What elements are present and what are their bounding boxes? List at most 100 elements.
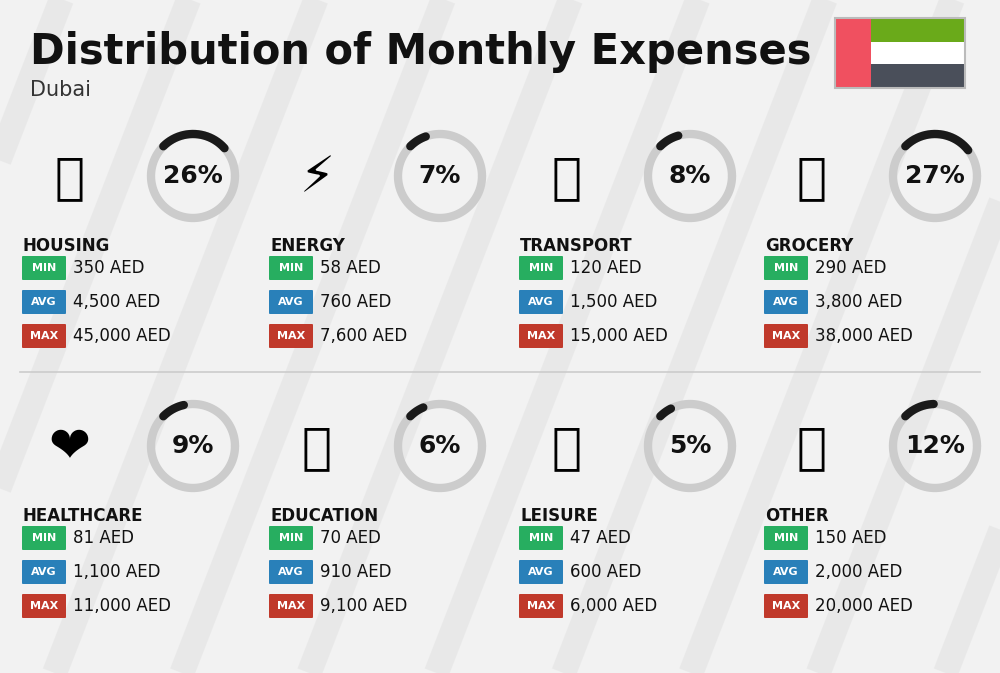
Text: 47 AED: 47 AED: [570, 529, 631, 547]
Text: LEISURE: LEISURE: [520, 507, 598, 525]
Text: 290 AED: 290 AED: [815, 259, 887, 277]
FancyBboxPatch shape: [22, 290, 66, 314]
FancyBboxPatch shape: [269, 526, 313, 550]
FancyBboxPatch shape: [22, 256, 66, 280]
Text: 9,100 AED: 9,100 AED: [320, 597, 407, 615]
Text: 70 AED: 70 AED: [320, 529, 381, 547]
Text: 150 AED: 150 AED: [815, 529, 887, 547]
Text: 1,100 AED: 1,100 AED: [73, 563, 160, 581]
Text: ❤️: ❤️: [49, 424, 91, 472]
Text: 20,000 AED: 20,000 AED: [815, 597, 913, 615]
Text: MIN: MIN: [279, 263, 303, 273]
Text: AVG: AVG: [31, 567, 57, 577]
FancyBboxPatch shape: [22, 526, 66, 550]
Text: 3,800 AED: 3,800 AED: [815, 293, 902, 311]
Text: 9%: 9%: [172, 434, 214, 458]
FancyBboxPatch shape: [269, 560, 313, 584]
FancyBboxPatch shape: [269, 256, 313, 280]
Text: MAX: MAX: [277, 331, 305, 341]
Text: 58 AED: 58 AED: [320, 259, 381, 277]
FancyBboxPatch shape: [269, 594, 313, 618]
Text: 15,000 AED: 15,000 AED: [570, 327, 668, 345]
Text: 6,000 AED: 6,000 AED: [570, 597, 657, 615]
FancyBboxPatch shape: [764, 594, 808, 618]
Text: MAX: MAX: [277, 601, 305, 611]
Text: ENERGY: ENERGY: [270, 237, 345, 255]
Text: Distribution of Monthly Expenses: Distribution of Monthly Expenses: [30, 31, 812, 73]
FancyBboxPatch shape: [22, 594, 66, 618]
Text: HEALTHCARE: HEALTHCARE: [23, 507, 144, 525]
FancyBboxPatch shape: [871, 18, 965, 42]
Text: 350 AED: 350 AED: [73, 259, 144, 277]
FancyBboxPatch shape: [519, 324, 563, 348]
Text: AVG: AVG: [773, 297, 799, 307]
FancyBboxPatch shape: [269, 290, 313, 314]
FancyBboxPatch shape: [835, 18, 871, 88]
Text: 27%: 27%: [905, 164, 965, 188]
Text: MIN: MIN: [774, 533, 798, 543]
Text: MIN: MIN: [279, 533, 303, 543]
Text: AVG: AVG: [528, 297, 554, 307]
Text: 🚌: 🚌: [552, 154, 582, 202]
FancyBboxPatch shape: [764, 256, 808, 280]
Text: MIN: MIN: [32, 533, 56, 543]
Text: 🎓: 🎓: [302, 424, 332, 472]
Text: 2,000 AED: 2,000 AED: [815, 563, 902, 581]
Text: 26%: 26%: [163, 164, 223, 188]
Text: MIN: MIN: [774, 263, 798, 273]
Text: 8%: 8%: [669, 164, 711, 188]
Text: ⚡: ⚡: [299, 154, 335, 202]
FancyBboxPatch shape: [22, 560, 66, 584]
FancyBboxPatch shape: [519, 594, 563, 618]
Text: 🛒: 🛒: [797, 154, 827, 202]
Text: 38,000 AED: 38,000 AED: [815, 327, 913, 345]
Text: 4,500 AED: 4,500 AED: [73, 293, 160, 311]
Text: 81 AED: 81 AED: [73, 529, 134, 547]
Text: MIN: MIN: [32, 263, 56, 273]
Text: MIN: MIN: [529, 263, 553, 273]
FancyBboxPatch shape: [764, 290, 808, 314]
Text: 5%: 5%: [669, 434, 711, 458]
Text: 7%: 7%: [419, 164, 461, 188]
Text: MAX: MAX: [30, 331, 58, 341]
Text: 910 AED: 910 AED: [320, 563, 392, 581]
FancyBboxPatch shape: [764, 560, 808, 584]
Text: 760 AED: 760 AED: [320, 293, 391, 311]
FancyBboxPatch shape: [519, 290, 563, 314]
Text: AVG: AVG: [528, 567, 554, 577]
Text: 12%: 12%: [905, 434, 965, 458]
Text: 11,000 AED: 11,000 AED: [73, 597, 171, 615]
Text: 45,000 AED: 45,000 AED: [73, 327, 171, 345]
FancyBboxPatch shape: [269, 324, 313, 348]
Text: Dubai: Dubai: [30, 80, 91, 100]
Text: TRANSPORT: TRANSPORT: [520, 237, 633, 255]
Text: AVG: AVG: [31, 297, 57, 307]
Text: GROCERY: GROCERY: [765, 237, 853, 255]
Text: 👜: 👜: [797, 424, 827, 472]
Text: AVG: AVG: [278, 297, 304, 307]
Text: MAX: MAX: [527, 601, 555, 611]
Text: EDUCATION: EDUCATION: [270, 507, 378, 525]
Text: MAX: MAX: [30, 601, 58, 611]
FancyBboxPatch shape: [871, 42, 965, 64]
FancyBboxPatch shape: [519, 256, 563, 280]
FancyBboxPatch shape: [519, 526, 563, 550]
Text: 🛍: 🛍: [552, 424, 582, 472]
FancyBboxPatch shape: [871, 64, 965, 88]
Text: 1,500 AED: 1,500 AED: [570, 293, 657, 311]
Text: MAX: MAX: [527, 331, 555, 341]
Text: MAX: MAX: [772, 331, 800, 341]
Text: 600 AED: 600 AED: [570, 563, 641, 581]
Text: 7,600 AED: 7,600 AED: [320, 327, 407, 345]
Text: 6%: 6%: [419, 434, 461, 458]
FancyBboxPatch shape: [764, 324, 808, 348]
Text: 🏗: 🏗: [55, 154, 85, 202]
Text: MIN: MIN: [529, 533, 553, 543]
Text: 120 AED: 120 AED: [570, 259, 642, 277]
Text: AVG: AVG: [278, 567, 304, 577]
Text: MAX: MAX: [772, 601, 800, 611]
Text: AVG: AVG: [773, 567, 799, 577]
Text: HOUSING: HOUSING: [23, 237, 110, 255]
FancyBboxPatch shape: [22, 324, 66, 348]
Text: OTHER: OTHER: [765, 507, 829, 525]
